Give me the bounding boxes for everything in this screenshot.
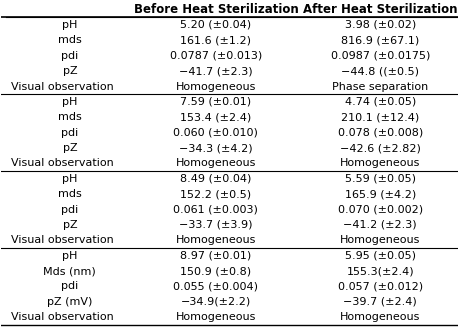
Text: 0.055 (±0.004): 0.055 (±0.004) [173, 282, 258, 292]
Text: 0.057 (±0.012): 0.057 (±0.012) [337, 282, 423, 292]
Text: pdi: pdi [61, 128, 79, 138]
Text: 7.59 (±0.01): 7.59 (±0.01) [180, 97, 252, 107]
Text: 152.2 (±0.5): 152.2 (±0.5) [180, 189, 252, 199]
Text: 8.97 (±0.01): 8.97 (±0.01) [180, 251, 252, 261]
Text: 0.078 (±0.008): 0.078 (±0.008) [337, 128, 423, 138]
Text: 155.3(±2.4): 155.3(±2.4) [346, 266, 414, 276]
Text: 5.59 (±0.05): 5.59 (±0.05) [345, 174, 416, 184]
Text: −41.2 (±2.3): −41.2 (±2.3) [343, 220, 417, 230]
Text: 816.9 (±67.1): 816.9 (±67.1) [341, 35, 419, 45]
Text: 0.0987 (±0.0175): 0.0987 (±0.0175) [330, 51, 430, 61]
Text: pZ: pZ [63, 143, 77, 153]
Text: Homogeneous: Homogeneous [340, 235, 420, 245]
Text: pZ: pZ [63, 220, 77, 230]
Text: pdi: pdi [61, 51, 79, 61]
Text: After Heat Sterilization: After Heat Sterilization [303, 3, 457, 16]
Text: 150.9 (±0.8): 150.9 (±0.8) [180, 266, 252, 276]
Text: mds: mds [58, 112, 82, 122]
Text: pH: pH [62, 20, 78, 30]
Text: pdi: pdi [61, 282, 79, 292]
Text: 0.070 (±0.002): 0.070 (±0.002) [337, 204, 423, 214]
Text: mds: mds [58, 189, 82, 199]
Text: 165.9 (±4.2): 165.9 (±4.2) [345, 189, 416, 199]
Text: 5.95 (±0.05): 5.95 (±0.05) [345, 251, 416, 261]
Text: Homogeneous: Homogeneous [176, 81, 256, 92]
Text: Visual observation: Visual observation [10, 81, 113, 92]
Text: 8.49 (±0.04): 8.49 (±0.04) [180, 174, 252, 184]
Text: 3.98 (±0.02): 3.98 (±0.02) [345, 20, 416, 30]
Text: −39.7 (±2.4): −39.7 (±2.4) [343, 297, 417, 307]
Text: Mds (nm): Mds (nm) [44, 266, 96, 276]
Text: 161.6 (±1.2): 161.6 (±1.2) [181, 35, 251, 45]
Text: −34.9(±2.2): −34.9(±2.2) [181, 297, 251, 307]
Text: pH: pH [62, 97, 78, 107]
Text: Homogeneous: Homogeneous [176, 158, 256, 168]
Text: Homogeneous: Homogeneous [340, 158, 420, 168]
Text: 0.060 (±0.010): 0.060 (±0.010) [173, 128, 258, 138]
Text: −34.3 (±4.2): −34.3 (±4.2) [179, 143, 253, 153]
Text: 210.1 (±12.4): 210.1 (±12.4) [341, 112, 419, 122]
Text: −42.6 (±2.82): −42.6 (±2.82) [340, 143, 420, 153]
Text: mds: mds [58, 35, 82, 45]
Text: Homogeneous: Homogeneous [176, 235, 256, 245]
Text: pH: pH [62, 174, 78, 184]
Text: −41.7 (±2.3): −41.7 (±2.3) [179, 66, 253, 76]
Text: Phase separation: Phase separation [332, 81, 428, 92]
Text: −33.7 (±3.9): −33.7 (±3.9) [179, 220, 253, 230]
Text: Visual observation: Visual observation [10, 235, 113, 245]
Text: 0.061 (±0.003): 0.061 (±0.003) [173, 204, 258, 214]
Text: Homogeneous: Homogeneous [340, 312, 420, 322]
Text: Before Heat Sterilization: Before Heat Sterilization [134, 3, 298, 16]
Text: 4.74 (±0.05): 4.74 (±0.05) [345, 97, 416, 107]
Text: Visual observation: Visual observation [10, 158, 113, 168]
Text: pdi: pdi [61, 204, 79, 214]
Text: pZ: pZ [63, 66, 77, 76]
Text: pH: pH [62, 251, 78, 261]
Text: −44.8 ((±0.5): −44.8 ((±0.5) [341, 66, 419, 76]
Text: 153.4 (±2.4): 153.4 (±2.4) [180, 112, 252, 122]
Text: Visual observation: Visual observation [10, 312, 113, 322]
Text: pZ (mV): pZ (mV) [47, 297, 92, 307]
Text: Homogeneous: Homogeneous [176, 312, 256, 322]
Text: 0.0787 (±0.013): 0.0787 (±0.013) [170, 51, 262, 61]
Text: 5.20 (±0.04): 5.20 (±0.04) [180, 20, 252, 30]
